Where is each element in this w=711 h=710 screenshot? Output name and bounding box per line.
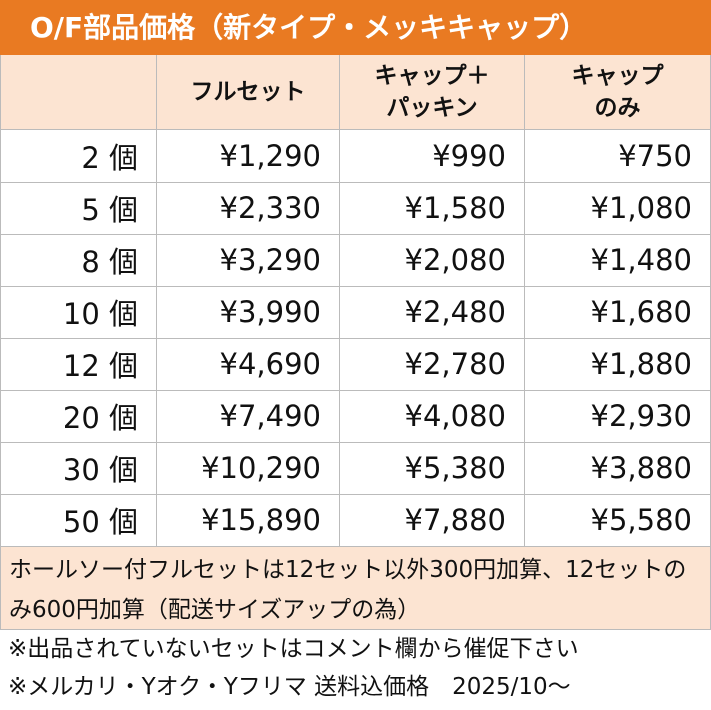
price-cell: ¥10,290 [157, 442, 340, 496]
note: ホールソー付フルセットは12セット以外300円加算、12セットのみ600円加算（… [9, 557, 687, 623]
row-label: 5 個 [0, 182, 157, 235]
row-label: 2 個 [0, 130, 157, 183]
price-cell: ¥2,330 [157, 182, 340, 235]
title-bar: O/F部品価格（新タイプ・メッキキャップ） [0, 0, 711, 55]
note-box: ホールソー付フルセットは12セット以外300円加算、12セットのみ600円加算（… [0, 547, 711, 630]
price-cell: ¥2,930 [525, 390, 711, 444]
header-text: キャップ [571, 63, 664, 89]
price-cell: ¥1,480 [525, 234, 711, 287]
price-cell: ¥3,290 [157, 234, 340, 287]
price-cell: ¥1,080 [525, 182, 711, 235]
column-header: フルセット [157, 55, 340, 130]
price-cell: ¥4,080 [340, 390, 525, 444]
price-cell: ¥2,480 [340, 286, 525, 339]
column-header: キャップ＋ パッキン [340, 55, 525, 130]
row-label: 30 個 [0, 442, 157, 496]
price-cell: ¥2,080 [340, 234, 525, 287]
row-label: 12 個 [0, 338, 157, 391]
price-cell: ¥7,490 [157, 390, 340, 444]
header-text: キャップ＋ [374, 63, 490, 89]
price-cell: ¥990 [340, 130, 525, 183]
column-header: キャップ のみ [525, 55, 711, 130]
price-cell: ¥1,680 [525, 286, 711, 339]
title: O/F部品価格（新タイプ・メッキキャップ） [30, 11, 588, 44]
footer-line: ※出品されていないセットはコメント欄から催促下さい [8, 636, 579, 662]
price-cell: ¥3,880 [525, 442, 711, 496]
price-cell: ¥750 [525, 130, 711, 183]
price-cell: ¥5,580 [525, 494, 711, 548]
footer-line: ※メルカリ・Yオク・Yフリマ 送料込価格 2025/10～ [8, 674, 571, 700]
header-text: フルセット [190, 79, 306, 105]
price-cell: ¥3,990 [157, 286, 340, 339]
header-text: パッキン [386, 95, 478, 121]
price-cell: ¥7,880 [340, 494, 525, 548]
price-cell: ¥4,690 [157, 338, 340, 391]
price-cell: ¥15,890 [157, 494, 340, 548]
price-cell: ¥1,580 [340, 182, 525, 235]
row-label: 8 個 [0, 234, 157, 287]
header-corner [0, 55, 157, 130]
header-text: のみ [594, 95, 641, 121]
price-cell: ¥1,880 [525, 338, 711, 391]
row-label: 20 個 [0, 390, 157, 444]
row-label: 50 個 [0, 494, 157, 548]
price-cell: ¥2,780 [340, 338, 525, 391]
price-cell: ¥5,380 [340, 442, 525, 496]
price-cell: ¥1,290 [157, 130, 340, 183]
row-label: 10 個 [0, 286, 157, 339]
